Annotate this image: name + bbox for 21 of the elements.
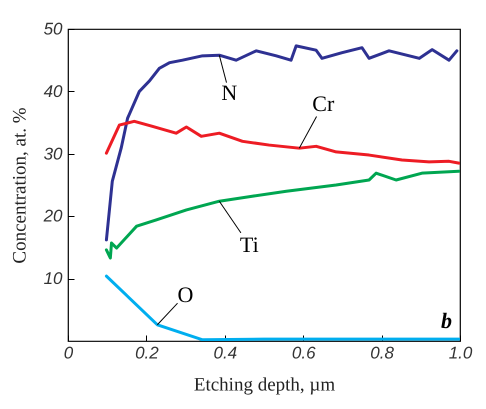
y-tick-label: 50 xyxy=(44,20,64,38)
series-label: N xyxy=(221,80,238,106)
x-tick-label: 0.6 xyxy=(292,344,316,362)
y-tick-label: 20 xyxy=(42,206,64,226)
y-tick-label: 30 xyxy=(44,144,64,164)
line-series xyxy=(104,120,460,165)
x-tick-label: 0 xyxy=(64,344,74,362)
x-tick-label: 1.0 xyxy=(448,344,473,362)
y-axis-title: Concentration, at. % xyxy=(10,107,31,264)
x-axis-title: Etching depth, µm xyxy=(194,374,336,396)
annotation: b xyxy=(441,308,452,333)
y-tick-label: 40 xyxy=(44,82,64,101)
x-tick-label: 0.4 xyxy=(213,344,238,362)
line-series xyxy=(104,170,460,260)
series-label: O xyxy=(177,282,194,307)
y-tick-label: 10 xyxy=(44,269,64,288)
line-series xyxy=(104,274,460,341)
series-label: Ti xyxy=(240,232,259,258)
series-label: Cr xyxy=(312,91,335,116)
x-tick-label: 0.8 xyxy=(370,344,394,362)
x-tick-label: 0.2 xyxy=(135,344,160,362)
